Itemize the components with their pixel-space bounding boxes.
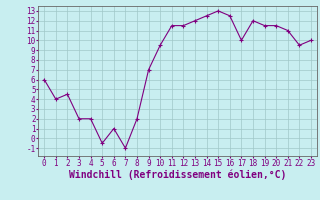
X-axis label: Windchill (Refroidissement éolien,°C): Windchill (Refroidissement éolien,°C) (69, 169, 286, 180)
